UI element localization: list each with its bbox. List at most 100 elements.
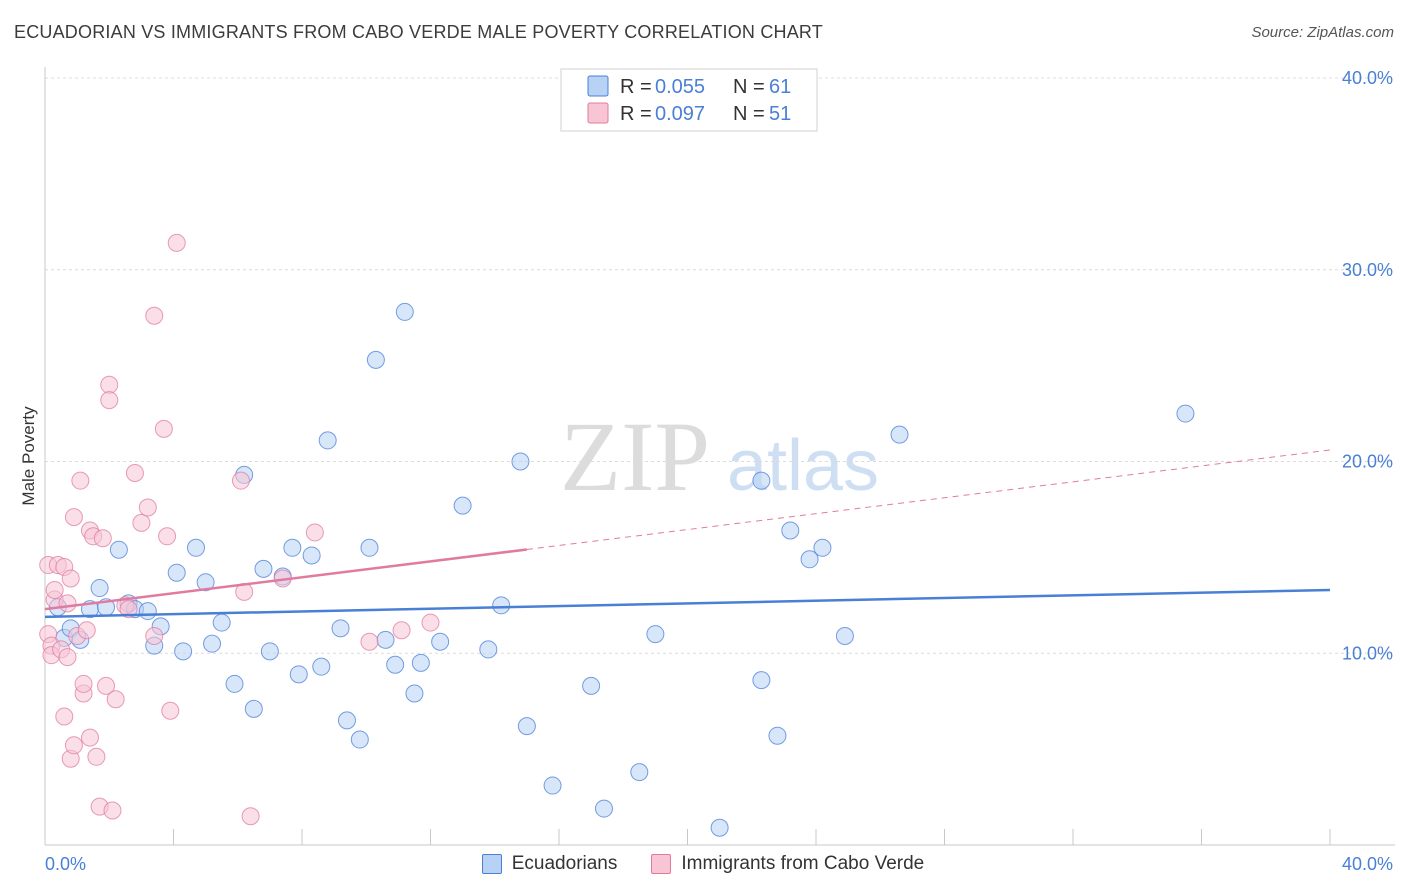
point-series0-19	[225, 674, 244, 693]
point-series0-15	[186, 538, 205, 557]
point-series0-57	[813, 538, 832, 557]
legend-r-label-1: R =	[620, 103, 652, 125]
point-series1-26	[93, 529, 112, 548]
point-series1-43	[231, 471, 250, 490]
legend-r-value-1: 0.097	[655, 103, 705, 125]
source-label: Source: ZipAtlas.com	[1251, 24, 1394, 41]
point-series1-37	[145, 306, 164, 325]
legend-label-cabo-verde: Immigrants from Cabo Verde	[681, 853, 925, 874]
legend-n-label-1: N =	[733, 103, 765, 125]
point-series0-25	[283, 538, 302, 557]
legend-n-value-1: 51	[769, 103, 791, 125]
legend-swatch-1	[587, 102, 609, 124]
point-series1-42	[167, 233, 186, 252]
point-series0-53	[768, 726, 787, 745]
tick-labels: 10.0% 20.0% 30.0% 40.0% 0.0% 40.0%	[45, 68, 1393, 874]
legend-label-ecuadorians: Ecuadorians	[511, 853, 618, 874]
point-series0-21	[244, 699, 263, 718]
point-series1-39	[154, 419, 173, 438]
legend-item-ecuadorians: Ecuadorians	[481, 853, 618, 875]
point-series0-22	[254, 559, 273, 578]
point-series1-35	[132, 513, 151, 532]
x-tick-label-max: 40.0%	[1342, 854, 1393, 874]
point-series0-48	[594, 799, 613, 818]
y-tick-label-2: 30.0%	[1342, 260, 1393, 280]
watermark-atlas: atlas	[727, 426, 879, 506]
point-series0-34	[366, 350, 385, 369]
point-series0-36	[386, 655, 405, 674]
point-series0-46	[543, 776, 562, 795]
point-series0-23	[260, 642, 279, 661]
point-series1-19	[74, 674, 93, 693]
point-series0-54	[752, 471, 771, 490]
legend-r-value-0: 0.055	[655, 76, 705, 98]
point-series0-60	[1176, 404, 1195, 423]
point-series0-7	[109, 540, 128, 559]
trend-line-series1	[44, 548, 528, 611]
point-series1-27	[97, 676, 116, 695]
point-series0-33	[360, 538, 379, 557]
point-series0-58	[835, 626, 854, 645]
point-series0-50	[646, 625, 665, 644]
point-series0-59	[890, 425, 909, 444]
point-series0-16	[196, 573, 215, 592]
point-series0-49	[630, 763, 649, 782]
point-series1-28	[103, 801, 122, 820]
point-series1-41	[161, 701, 180, 720]
point-series0-26	[289, 665, 308, 684]
y-tick-label-1: 20.0%	[1342, 452, 1393, 472]
point-series1-21	[80, 728, 99, 747]
point-series1-11	[58, 648, 77, 667]
y-tick-label-0: 10.0%	[1342, 643, 1393, 663]
point-series1-29	[100, 375, 119, 394]
point-series1-38	[145, 626, 164, 645]
point-series1-20	[77, 621, 96, 640]
point-series1-49	[392, 621, 411, 640]
legend-n-label-0: N =	[733, 76, 765, 98]
point-series0-41	[453, 496, 472, 515]
point-series0-5	[90, 579, 109, 598]
point-series0-45	[517, 717, 536, 736]
point-series0-42	[479, 640, 498, 659]
point-series0-10	[138, 602, 157, 621]
point-series0-29	[318, 431, 337, 450]
point-series1-17	[71, 471, 90, 490]
point-series1-50	[421, 613, 440, 632]
point-series0-51	[710, 818, 729, 837]
series-legend: Ecuadorians Immigrants from Cabo Verde	[0, 850, 1406, 878]
point-series0-38	[405, 684, 424, 703]
trend-lines	[44, 449, 1331, 619]
point-series0-37	[395, 302, 414, 321]
correlation-legend: R = 0.055 N = 61 R = 0.097 N = 51	[560, 68, 818, 132]
point-series0-31	[337, 711, 356, 730]
chart-title: ECUADORIAN VS IMMIGRANTS FROM CABO VERDE…	[14, 22, 823, 42]
point-series0-35	[376, 630, 395, 649]
point-series0-44	[511, 452, 530, 471]
point-series0-27	[302, 546, 321, 565]
point-series1-40	[158, 527, 177, 546]
trend-line-extension-series1	[526, 449, 1331, 550]
point-series1-30	[100, 391, 119, 410]
point-series1-13	[61, 569, 80, 588]
point-series0-52	[752, 671, 771, 690]
point-series0-32	[350, 730, 369, 749]
point-series0-39	[411, 653, 430, 672]
point-series0-13	[167, 563, 186, 582]
point-series1-14	[64, 736, 83, 755]
point-series1-34	[125, 464, 144, 483]
y-axis-label: Male Poverty	[19, 406, 38, 506]
point-series1-47	[305, 523, 324, 542]
trend-line-series0	[44, 588, 1331, 619]
x-tick-label-min: 0.0%	[45, 854, 86, 874]
legend-r-label-0: R =	[620, 76, 652, 98]
legend-n-value-0: 61	[769, 76, 791, 98]
data-points	[39, 233, 1195, 837]
point-series1-36	[138, 498, 157, 517]
point-series1-10	[58, 594, 77, 613]
point-series0-47	[582, 676, 601, 695]
grid-lines	[45, 77, 1395, 654]
point-series1-15	[64, 508, 83, 527]
point-series1-9	[55, 707, 74, 726]
legend-swatch-0	[587, 75, 609, 97]
point-series0-30	[331, 619, 350, 638]
